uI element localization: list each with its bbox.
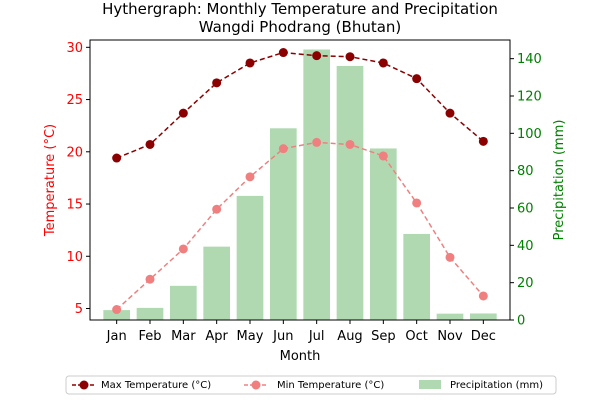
left-tick-label: 30 xyxy=(66,41,83,56)
min-temp-point-aug xyxy=(345,139,355,149)
x-tick-label: Apr xyxy=(205,329,228,344)
min-temp-point-jan xyxy=(112,305,122,315)
legend-precip-label: Precipitation (mm) xyxy=(450,380,543,391)
max-temp-point-feb xyxy=(145,139,155,149)
x-tick-label: Aug xyxy=(337,329,362,344)
x-tick-label: Oct xyxy=(405,329,427,344)
precip-bar-nov xyxy=(436,313,464,320)
x-month-axis: Jan Feb Mar Apr May Jun Jul Aug Sep Oct Nov Dec xyxy=(106,320,496,344)
left-tick-label: 10 xyxy=(66,250,83,265)
left-temperature-axis: 5 10 15 20 25 30 xyxy=(66,41,90,317)
min-temp-point-jul xyxy=(312,137,322,147)
min-temp-point-jun xyxy=(278,144,288,154)
x-tick-label: Nov xyxy=(437,329,463,344)
min-temp-point-feb xyxy=(145,274,155,284)
precip-bar-may xyxy=(236,195,264,320)
left-axis-title: Temperature (°C) xyxy=(43,124,58,237)
min-temp-point-nov xyxy=(445,252,455,262)
min-temp-point-may xyxy=(245,172,255,182)
precip-bar-dec xyxy=(470,313,497,320)
max-temp-point-dec xyxy=(478,136,488,146)
precip-bar-jun xyxy=(270,128,297,320)
x-axis-title: Month xyxy=(280,349,321,364)
min-temp-point-sep xyxy=(378,151,388,161)
chart-title-line1: Hythergraph: Monthly Temperature and Pre… xyxy=(102,0,498,18)
precip-bar-mar xyxy=(170,285,197,320)
precip-bar-apr xyxy=(203,246,230,320)
right-tick-label: 120 xyxy=(517,90,542,105)
max-temp-point-mar xyxy=(178,108,188,118)
precip-bar-jan xyxy=(103,310,130,320)
x-tick-label: Jun xyxy=(272,329,293,344)
precipitation-bars xyxy=(103,49,497,321)
max-temp-point-may xyxy=(245,58,255,68)
x-tick-label: Jul xyxy=(308,329,325,344)
precip-bar-feb xyxy=(136,307,164,320)
legend-max-marker xyxy=(79,380,89,390)
min-temp-point-apr xyxy=(212,204,222,214)
left-tick-label: 20 xyxy=(66,145,83,160)
max-temp-point-jul xyxy=(312,51,322,61)
left-tick-label: 15 xyxy=(66,198,83,213)
right-tick-label: 100 xyxy=(517,127,542,142)
chart-title-line2: Wangdi Phodrang (Bhutan) xyxy=(199,18,402,36)
chart-legend: Max Temperature (°C) Min Temperature (°C… xyxy=(65,375,557,395)
left-tick-label: 25 xyxy=(66,93,83,108)
legend-max-label: Max Temperature (°C) xyxy=(101,380,211,391)
precip-bar-sep xyxy=(370,148,397,320)
plot-frame xyxy=(89,39,511,321)
right-axis-title: Precipitation (mm) xyxy=(552,120,567,241)
max-temp-point-jun xyxy=(278,48,288,58)
right-tick-label: 40 xyxy=(517,239,534,254)
min-temp-point-mar xyxy=(178,244,188,254)
x-tick-label: Dec xyxy=(471,329,496,344)
precip-bar-aug xyxy=(336,65,364,321)
max-temp-point-aug xyxy=(345,52,355,62)
legend-min-label: Min Temperature (°C) xyxy=(277,380,384,391)
min-temp-point-dec xyxy=(478,291,488,301)
max-temp-point-apr xyxy=(212,78,222,88)
max-temp-point-jan xyxy=(112,153,122,163)
x-tick-label: Mar xyxy=(171,329,196,344)
x-tick-label: Feb xyxy=(138,329,161,344)
temperature-lines xyxy=(112,48,488,315)
max-temp-point-sep xyxy=(378,58,388,68)
right-tick-label: 60 xyxy=(517,202,534,217)
precip-bar-jul xyxy=(303,49,330,321)
max-temp-point-oct xyxy=(412,74,422,84)
right-tick-label: 0 xyxy=(517,314,525,329)
min-temp-point-oct xyxy=(412,198,422,208)
right-tick-label: 140 xyxy=(517,52,542,67)
right-tick-label: 20 xyxy=(517,276,534,291)
legend-precip-swatch xyxy=(419,380,441,389)
precip-bar-oct xyxy=(403,233,430,320)
x-tick-label: Jan xyxy=(106,329,127,344)
left-tick-label: 5 xyxy=(75,302,83,317)
right-precipitation-axis: 0 20 40 60 80 100 120 140 xyxy=(510,52,542,329)
max-temp-line xyxy=(116,51,484,159)
legend-min-marker xyxy=(251,380,261,390)
right-tick-label: 80 xyxy=(517,164,534,179)
x-tick-label: Sep xyxy=(371,329,396,344)
max-temp-point-nov xyxy=(445,108,455,118)
x-tick-label: May xyxy=(237,329,264,344)
min-temp-line xyxy=(116,141,484,311)
